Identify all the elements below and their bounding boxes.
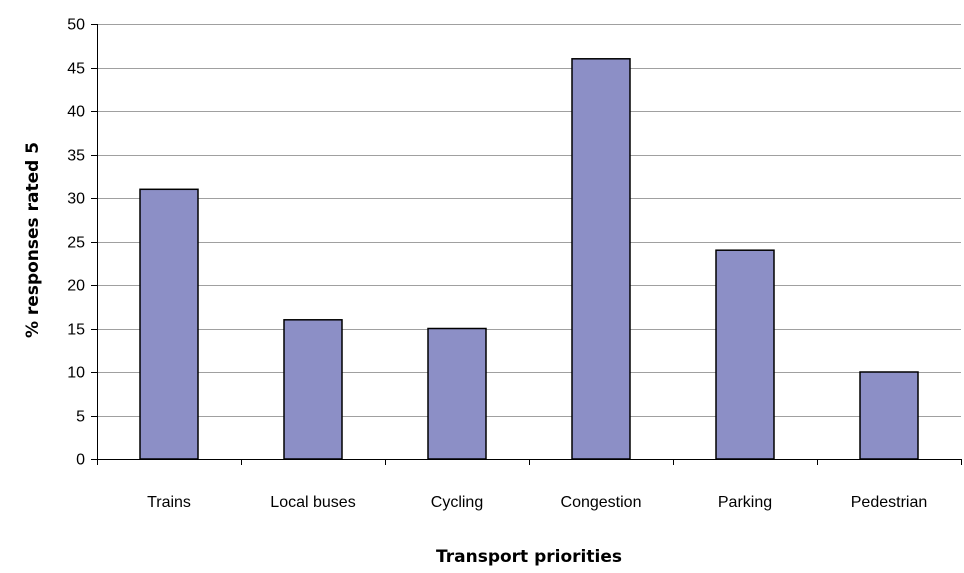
- x-tick-label: Local buses: [270, 494, 355, 511]
- bar: [859, 371, 919, 460]
- bar: [283, 319, 343, 460]
- y-tick-label: 30: [67, 191, 85, 208]
- gridlines: [97, 24, 961, 417]
- axes: [91, 24, 962, 465]
- bar: [139, 188, 199, 460]
- x-tick-label: Congestion: [561, 494, 642, 511]
- y-tick-label: 40: [67, 104, 85, 121]
- x-tick-label: Cycling: [431, 494, 483, 511]
- x-tick-label: Pedestrian: [851, 494, 928, 511]
- tick-labels: 0 5 10 15 20 25 30 35 40 45 50 Trains Local buses Cyc…: [67, 17, 927, 512]
- y-tick-label: 35: [67, 148, 85, 165]
- y-tick-label: 10: [67, 365, 85, 382]
- x-tick-label: Parking: [718, 494, 772, 511]
- y-tick-label: 15: [67, 322, 85, 339]
- bar: [427, 327, 487, 460]
- bar: [715, 249, 775, 460]
- y-tick-label: 25: [67, 235, 85, 252]
- y-tick-label: 5: [76, 409, 85, 426]
- y-tick-label: 45: [67, 61, 85, 78]
- bar: [571, 58, 631, 460]
- y-axis-title: % responses rated 5: [23, 142, 43, 338]
- bars: [139, 58, 919, 460]
- x-axis-title: Transport priorities: [436, 547, 622, 567]
- y-tick-label: 20: [67, 278, 85, 295]
- y-tick-label: 0: [76, 452, 85, 469]
- x-tick-label: Trains: [147, 494, 191, 511]
- y-tick-label: 50: [67, 17, 85, 34]
